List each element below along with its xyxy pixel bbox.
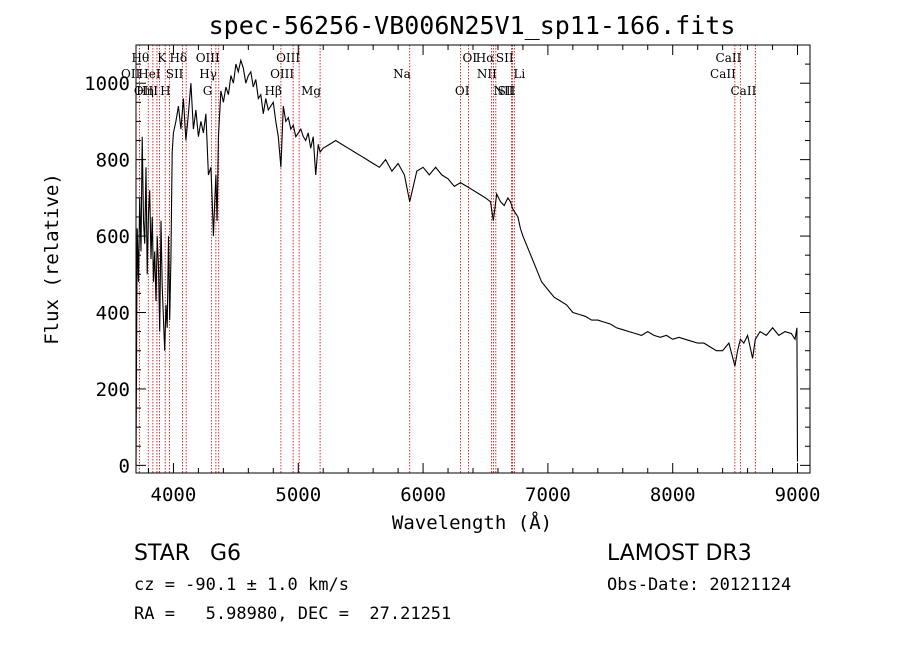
object-subclass: G6 [210,541,241,566]
x-tick-label: 4000 [151,484,197,506]
line-annotation: CaII [731,84,757,98]
line-annotation: Mg [301,84,321,98]
line-annotation: OIII [196,51,220,65]
y-tick-label: 400 [96,303,130,325]
line-annotation: Hα [476,51,495,65]
x-axis-label: Wavelength (Å) [392,511,552,534]
line-annotation: OI [455,84,470,98]
object-type: STAR [134,541,190,566]
line-annotation: Li [513,67,525,81]
y-tick-label: 0 [119,455,130,477]
line-annotation: Hδ [169,51,187,65]
line-annotation: OIII [276,51,300,65]
line-annotation: NII [477,67,497,81]
x-tick-label: 8000 [650,484,696,506]
coordinates: RA = 5.98980, DEC = 27.21251 [134,604,451,624]
line-annotation: SII [166,67,184,81]
redshift-cz: cz = -90.1 ± 1.0 km/s [134,575,349,595]
plot-frame [135,44,811,474]
x-tick-label: 7000 [525,484,571,506]
emission-line-markers [138,45,756,473]
line-annotation: HeI [138,67,161,81]
line-annotation: Hβ [265,84,282,98]
x-tick-label: 9000 [775,484,821,506]
line-annotation: CaII [716,51,742,65]
y-tick-label: 1000 [84,73,130,95]
spectrum-line [135,58,799,466]
line-annotation: K [157,51,167,65]
axis-ticks [136,44,810,473]
line-annotation: SII [498,84,516,98]
line-annotation: CaII [710,67,736,81]
y-tick-label: 200 [96,379,130,401]
line-annotation: G [203,84,213,98]
y-tick-label: 800 [96,150,130,172]
chart-title: spec-56256-VB006N25V1_sp11-166.fits [209,11,736,40]
line-annotation: Na [393,67,411,81]
line-annotation: SII [496,51,514,65]
line-annotation: OIII [270,67,294,81]
observation-date: Obs-Date: 20121124 [607,575,791,595]
line-annotation: NII [493,84,513,98]
line-annotation: Hγ [199,67,217,81]
x-tick-label: 5000 [275,484,321,506]
line-annotation: OI [463,51,478,65]
line-annotation: Hη [136,84,154,98]
survey-name: LAMOST DR3 [607,541,752,566]
y-tick-label: 600 [96,226,130,248]
line-annotation: Hθ [132,51,150,65]
line-annotation: H [160,84,170,98]
line-annotation: OIII [134,84,158,98]
y-axis-label: Flux (relative) [41,173,63,345]
x-tick-label: 6000 [400,484,446,506]
axis-tick-labels: 4000 5000 6000 7000 8000 9000 0 200 400 600 800 100… [84,73,820,506]
